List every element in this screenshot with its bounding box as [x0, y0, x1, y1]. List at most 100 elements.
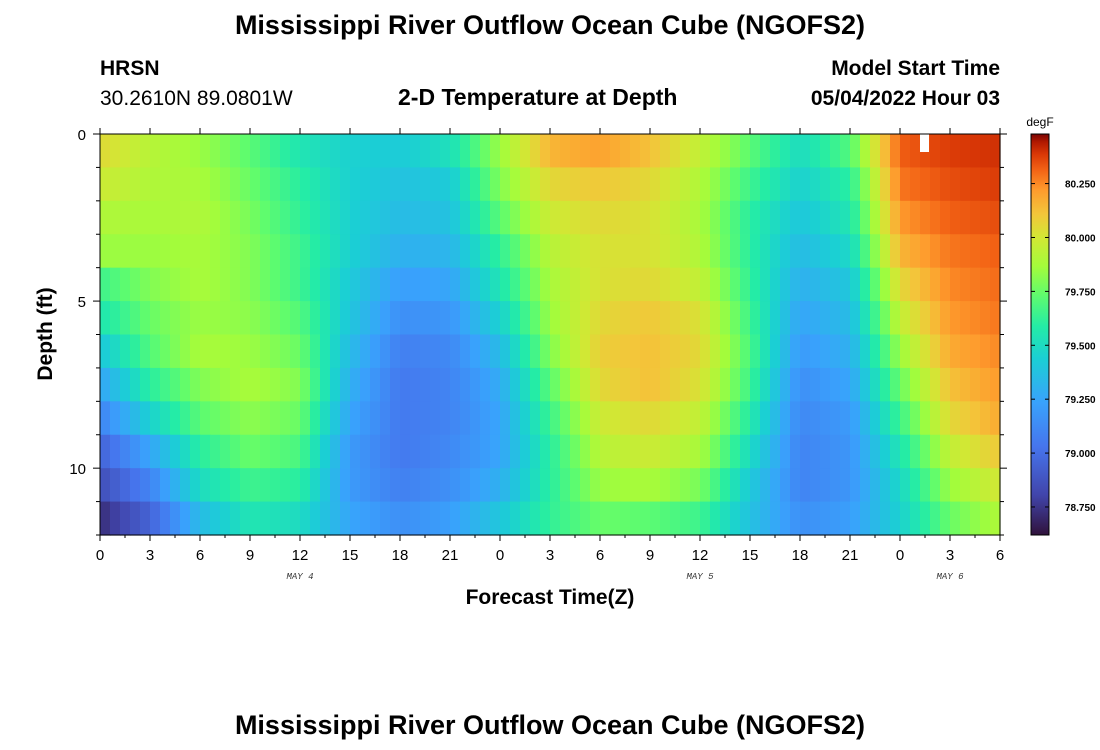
heatmap-cell [800, 167, 811, 202]
heatmap-cell [590, 267, 601, 302]
heatmap-cell [960, 301, 971, 336]
heatmap-cell [340, 468, 351, 503]
heatmap-cell [800, 468, 811, 503]
heatmap-cell [840, 434, 851, 469]
heatmap-cell [490, 267, 501, 302]
heatmap-cell [400, 200, 411, 235]
heatmap-cell [830, 434, 841, 469]
heatmap-cell [440, 367, 451, 402]
heatmap-cell [250, 134, 261, 169]
heatmap-cell [860, 501, 871, 536]
heatmap-cell [380, 501, 391, 536]
heatmap-cell [940, 501, 951, 536]
heatmap-cell [510, 167, 521, 202]
heatmap-cell [350, 434, 361, 469]
heatmap-cell [320, 267, 331, 302]
heatmap-cell [670, 200, 681, 235]
heatmap-cell [580, 301, 591, 336]
heatmap-cell [480, 234, 491, 269]
heatmap-cell [780, 167, 791, 202]
heatmap-cell [710, 501, 721, 536]
heatmap-cell [920, 167, 931, 202]
heatmap-cell [520, 234, 531, 269]
heatmap-cell [180, 234, 191, 269]
heatmap-cell [620, 434, 631, 469]
heatmap-cell [570, 301, 581, 336]
heatmap-cell [850, 334, 861, 369]
heatmap-cell [530, 234, 541, 269]
heatmap-cell [840, 200, 851, 235]
heatmap-cell [180, 301, 191, 336]
heatmap-cell [950, 401, 961, 436]
heatmap-cell [120, 401, 131, 436]
heatmap-cell [900, 167, 911, 202]
heatmap-cell [280, 468, 291, 503]
heatmap-cell [800, 200, 811, 235]
x-tick-label: 15 [342, 547, 359, 564]
heatmap-cell [580, 367, 591, 402]
heatmap-cell [670, 167, 681, 202]
heatmap-cell [210, 200, 221, 235]
heatmap-cell [190, 167, 201, 202]
heatmap-cell [500, 434, 511, 469]
heatmap-cell [730, 434, 741, 469]
heatmap-cell [880, 301, 891, 336]
heatmap-cell [470, 234, 481, 269]
heatmap-cell [230, 401, 241, 436]
heatmap-cell [460, 401, 471, 436]
heatmap-cell [310, 334, 321, 369]
heatmap-cell [100, 234, 111, 269]
heatmap-cell [840, 334, 851, 369]
heatmap-cell [330, 401, 341, 436]
heatmap-cell [330, 267, 341, 302]
heatmap-cell [470, 334, 481, 369]
heatmap-cell [820, 501, 831, 536]
heatmap-cell [200, 200, 211, 235]
heatmap-cell [580, 267, 591, 302]
heatmap-cell [340, 200, 351, 235]
heatmap-cell [460, 468, 471, 503]
heatmap-cell [240, 334, 251, 369]
heatmap-cell [590, 134, 601, 169]
heatmap-cell [290, 234, 301, 269]
heatmap-cell [900, 234, 911, 269]
model-start-label: Model Start Time [831, 57, 1000, 80]
heatmap-cell [450, 367, 461, 402]
heatmap-cell [180, 167, 191, 202]
heatmap-cell [850, 234, 861, 269]
heatmap-cell [970, 401, 981, 436]
heatmap-cell [620, 367, 631, 402]
heatmap-cell [410, 134, 421, 169]
heatmap-cell [830, 401, 841, 436]
heatmap-cell [190, 267, 201, 302]
heatmap-cell [140, 501, 151, 536]
heatmap-cell [220, 434, 231, 469]
heatmap-cell [600, 267, 611, 302]
heatmap-cell [270, 167, 281, 202]
heatmap-cell [910, 367, 921, 402]
heatmap-cell [210, 301, 221, 336]
heatmap-cell [440, 301, 451, 336]
heatmap-cell [570, 501, 581, 536]
heatmap-cell [350, 200, 361, 235]
heatmap-cell [120, 134, 131, 169]
heatmap-cell [260, 334, 271, 369]
heatmap-cell [700, 367, 711, 402]
heatmap-cell [820, 367, 831, 402]
heatmap-cell [670, 134, 681, 169]
heatmap-cell [490, 167, 501, 202]
heatmap-cell [970, 167, 981, 202]
heatmap-cell [690, 334, 701, 369]
heatmap-cell [410, 434, 421, 469]
heatmap-cell [800, 367, 811, 402]
heatmap-cell [770, 167, 781, 202]
heatmap-cell [720, 267, 731, 302]
heatmap-cell [970, 200, 981, 235]
heatmap-cell [670, 401, 681, 436]
heatmap-cell [230, 167, 241, 202]
heatmap-cell [620, 501, 631, 536]
heatmap-cell [230, 267, 241, 302]
heatmap-cell [640, 468, 651, 503]
heatmap-cell [210, 334, 221, 369]
heatmap-cell [170, 501, 181, 536]
